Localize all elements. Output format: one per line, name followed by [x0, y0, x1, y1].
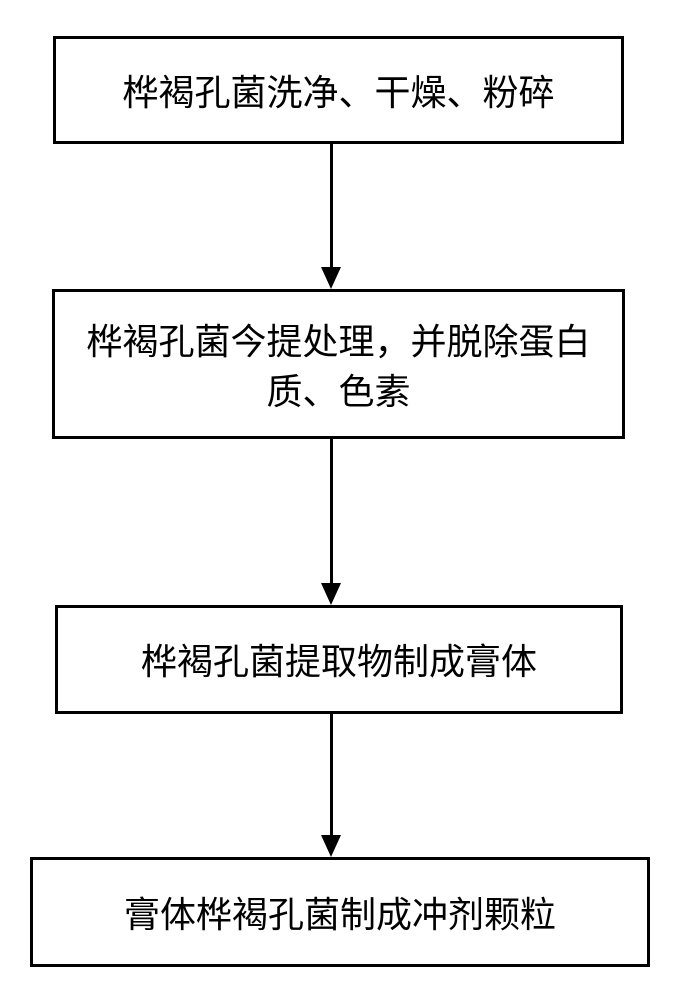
flow-node-n4: 膏体桦褐孔菌制成冲剂颗粒 — [30, 857, 650, 967]
flow-edge-arrowhead — [321, 835, 341, 857]
flow-node-n2: 桦褐孔菌今提处理，并脱除蛋白质、色素 — [52, 289, 625, 439]
flow-edge-line — [330, 439, 333, 585]
flow-edge-line — [330, 144, 333, 269]
flow-edge-line — [330, 714, 333, 837]
flow-node-label: 膏体桦褐孔菌制成冲剂颗粒 — [124, 887, 556, 937]
flow-node-n3: 桦褐孔菌提取物制成膏体 — [55, 605, 623, 714]
flow-node-label: 桦褐孔菌今提处理，并脱除蛋白质、色素 — [75, 314, 602, 415]
flow-edge-arrowhead — [321, 267, 341, 289]
flowchart-canvas: 桦褐孔菌洗净、干燥、粉碎桦褐孔菌今提处理，并脱除蛋白质、色素桦褐孔菌提取物制成膏… — [0, 0, 681, 1000]
flow-edge-arrowhead — [321, 583, 341, 605]
flow-node-label: 桦褐孔菌提取物制成膏体 — [141, 634, 537, 684]
flow-node-n1: 桦褐孔菌洗净、干燥、粉碎 — [53, 36, 624, 144]
flow-node-label: 桦褐孔菌洗净、干燥、粉碎 — [122, 65, 554, 115]
